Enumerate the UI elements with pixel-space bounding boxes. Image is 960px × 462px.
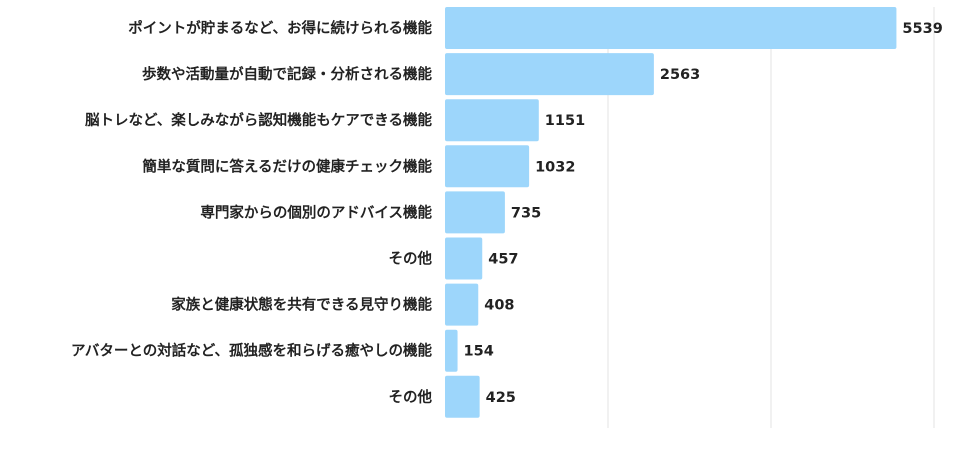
bar-1: [445, 7, 897, 49]
category-labels: ポイントが貯まるなど、お得に続けられる機能歩数や活動量が自動で記録・分析される機…: [71, 19, 433, 406]
value-label-9: 425: [486, 390, 516, 406]
bar-3: [445, 99, 539, 142]
bars: [445, 7, 897, 418]
value-label-7: 408: [484, 298, 514, 314]
category-label-4: 簡単な質問に答えるだけの健康チェック機能: [142, 157, 432, 175]
value-labels: 5539 2563 1151 1032 735 457 408 154 425: [464, 21, 943, 406]
bar-8: [445, 329, 458, 372]
category-label-5: 専門家からの個別のアドバイス機能: [200, 203, 432, 221]
category-label-1: ポイントが貯まるなど、お得に続けられる機能: [128, 19, 432, 37]
bar-4: [445, 145, 530, 188]
category-label-9: その他: [389, 388, 433, 406]
category-label-6: その他: [389, 250, 433, 268]
category-label-8: アバターとの対話など、孤独感を和らげる癒やしの機能: [71, 342, 433, 360]
bar-7: [445, 283, 479, 326]
value-label-6: 457: [488, 252, 518, 268]
bar-6: [445, 237, 483, 280]
bar-2: [445, 53, 654, 96]
value-label-1: 5539: [902, 21, 942, 37]
gridlines: [607, 7, 935, 428]
bar-5: [445, 191, 505, 234]
value-label-4: 1032: [535, 159, 575, 175]
value-label-3: 1151: [545, 113, 585, 129]
value-label-8: 154: [464, 344, 494, 360]
category-label-3: 脳トレなど、楽しみながら認知機能もケアできる機能: [85, 111, 432, 129]
value-label-5: 735: [511, 205, 541, 221]
bar-9: [445, 375, 480, 418]
value-label-2: 2563: [660, 67, 700, 83]
category-label-7: 家族と健康状態を共有できる見守り機能: [171, 296, 432, 314]
category-label-2: 歩数や活動量が自動で記録・分析される機能: [142, 65, 432, 83]
